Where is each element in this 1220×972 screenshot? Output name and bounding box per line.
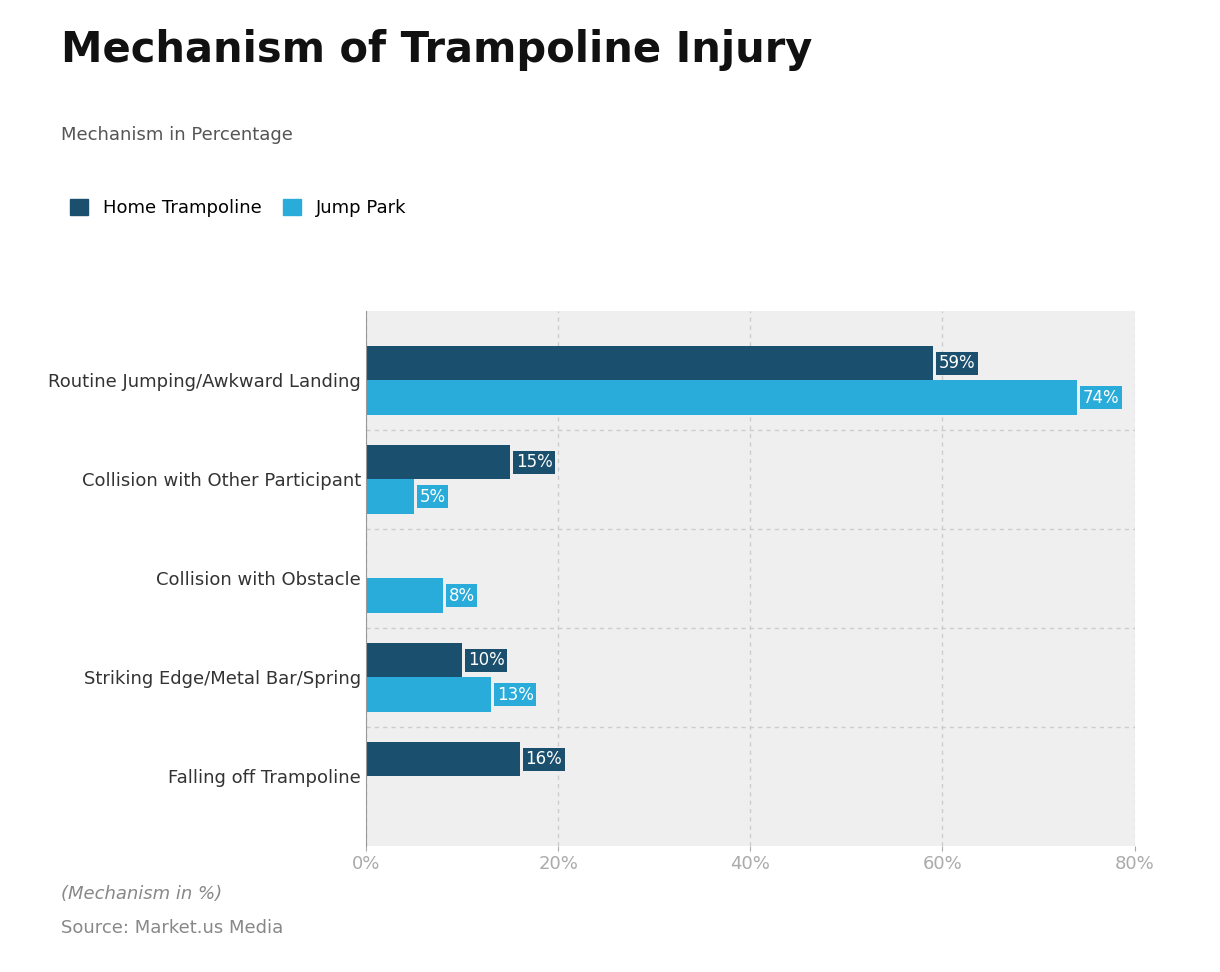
Bar bbox=[366, 445, 510, 479]
Bar bbox=[366, 742, 520, 777]
Bar bbox=[366, 578, 443, 613]
Text: 74%: 74% bbox=[1082, 389, 1119, 406]
Text: 59%: 59% bbox=[938, 354, 975, 372]
Text: Source: Market.us Media: Source: Market.us Media bbox=[61, 919, 283, 937]
Text: 16%: 16% bbox=[526, 750, 562, 768]
Text: (Mechanism in %): (Mechanism in %) bbox=[61, 885, 222, 903]
Bar bbox=[366, 642, 462, 677]
Text: Mechanism of Trampoline Injury: Mechanism of Trampoline Injury bbox=[61, 29, 813, 71]
Text: 8%: 8% bbox=[449, 587, 475, 605]
Bar bbox=[366, 677, 490, 712]
Legend: Home Trampoline, Jump Park: Home Trampoline, Jump Park bbox=[70, 198, 406, 217]
Bar bbox=[366, 346, 933, 380]
Text: 10%: 10% bbox=[467, 651, 505, 669]
Text: 15%: 15% bbox=[516, 453, 553, 471]
Text: Mechanism in Percentage: Mechanism in Percentage bbox=[61, 126, 293, 145]
Text: 5%: 5% bbox=[420, 488, 447, 505]
Bar bbox=[366, 479, 414, 514]
Text: 13%: 13% bbox=[497, 685, 533, 704]
Bar bbox=[366, 380, 1077, 415]
